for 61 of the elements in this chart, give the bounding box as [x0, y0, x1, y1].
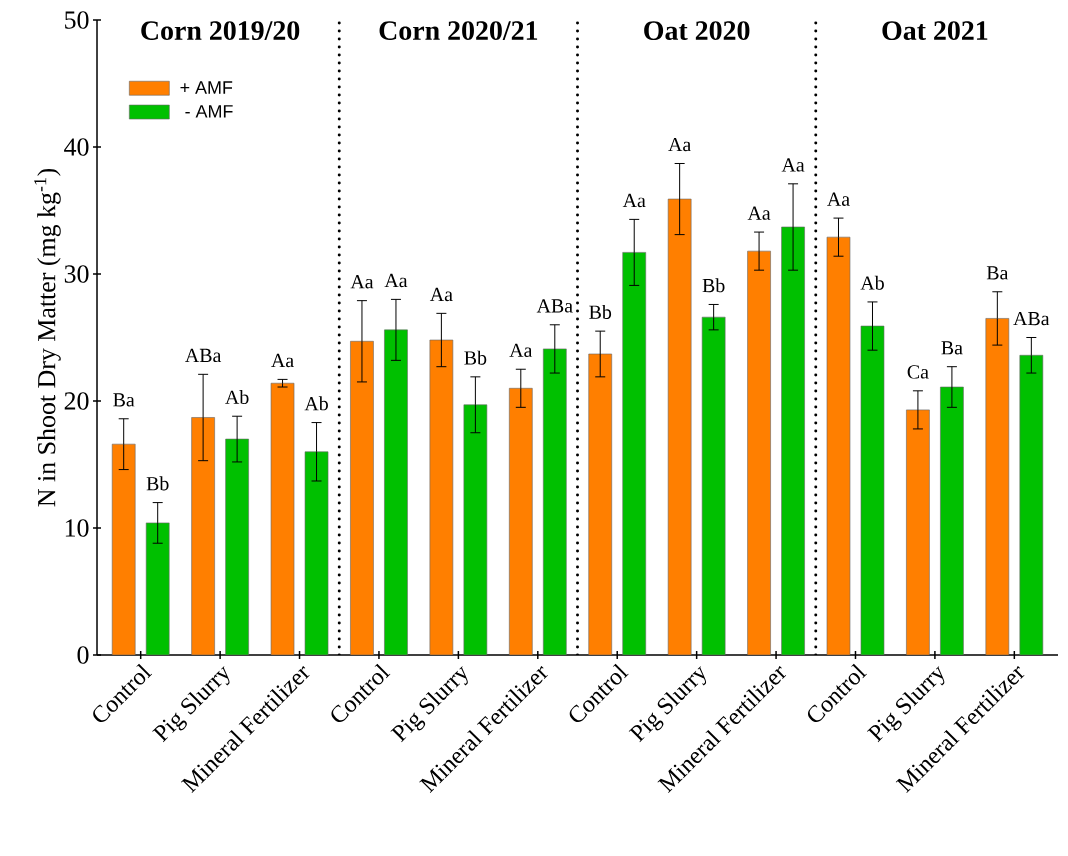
data-label: Aa — [622, 193, 646, 208]
bar — [826, 236, 851, 655]
data-label: Ba — [941, 341, 963, 355]
data-label: Bb — [146, 476, 169, 491]
annotation: Corn 2020/21 — [379, 21, 538, 40]
data-label: Ba — [986, 266, 1009, 280]
data-label: Ab — [304, 396, 328, 411]
bar — [985, 318, 1010, 655]
data-label: Ab — [860, 275, 884, 290]
data-label: Bb — [589, 304, 612, 319]
data-label: Ca — [907, 365, 929, 379]
data-label: Aa — [668, 137, 691, 152]
data-label: Aa — [350, 275, 374, 289]
bar — [304, 451, 329, 655]
bar — [191, 417, 215, 655]
bar — [781, 226, 805, 655]
y-tick-label: 40 — [64, 138, 89, 156]
legend-label: + AMF — [180, 81, 233, 94]
data-label: Aa — [827, 192, 850, 206]
annotation: Corn 2019/20 — [141, 21, 300, 40]
y-tick-label: 10 — [65, 519, 89, 537]
bar — [350, 340, 374, 655]
bar — [145, 522, 170, 655]
data-label: Aa — [509, 343, 533, 358]
legend-label: - AMF — [185, 105, 233, 118]
bar — [509, 387, 533, 655]
data-label: Bb — [702, 278, 725, 293]
y-tick-label: 20 — [64, 392, 89, 410]
bar — [543, 348, 567, 655]
bar — [622, 252, 647, 655]
bar — [225, 438, 249, 655]
data-label: Aa — [271, 353, 294, 368]
bar — [429, 339, 454, 655]
bar — [270, 382, 295, 655]
bar — [701, 316, 726, 655]
bar — [747, 250, 771, 655]
data-label: ABa — [185, 348, 222, 363]
annotation: Oat 2020 — [644, 21, 750, 40]
data-label: Ab — [225, 390, 249, 405]
bar — [667, 198, 692, 655]
data-label: Aa — [429, 287, 453, 302]
data-label: Aa — [384, 273, 408, 288]
bar — [111, 443, 136, 655]
bar — [860, 325, 885, 655]
data-label: Bb — [464, 350, 487, 365]
data-label: Aa — [781, 158, 805, 172]
annotation: Oat 2021 — [882, 21, 988, 40]
y-tick-label: 0 — [77, 646, 89, 664]
data-label: ABa — [1013, 311, 1050, 326]
y-tick-label: 30 — [64, 265, 89, 283]
bar — [588, 353, 613, 655]
data-label: Ba — [113, 393, 135, 407]
bar — [940, 386, 964, 655]
bar — [906, 409, 930, 655]
bar — [1019, 354, 1044, 655]
bar — [463, 404, 488, 655]
bar — [384, 329, 408, 655]
y-axis-title: N in Shoot Dry Matter (mg kg$^{-1}$) — [34, 168, 61, 507]
data-label: Aa — [747, 206, 771, 220]
data-label: ABa — [536, 299, 573, 313]
y-tick-label: 50 — [65, 11, 89, 29]
